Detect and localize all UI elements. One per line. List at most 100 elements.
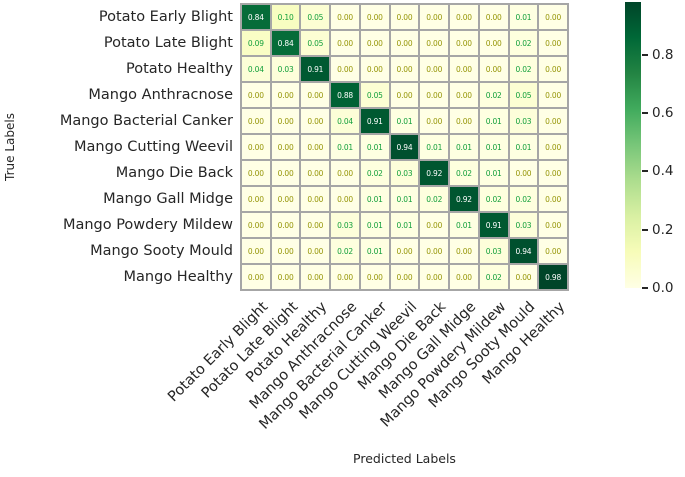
heatmap-cell: 0.00	[479, 31, 508, 55]
heatmap-cell: 0.00	[420, 239, 449, 263]
colorbar-tick-mark	[642, 111, 648, 114]
heatmap-cell: 0.00	[539, 213, 567, 237]
y-tick-label: Potato Healthy	[125, 61, 233, 77]
y-tick-label: Mango Gall Midge	[103, 191, 233, 207]
heatmap-cell: 0.03	[509, 109, 538, 133]
heatmap-cell: 0.00	[331, 187, 359, 211]
heatmap-cell: 0.01	[479, 135, 508, 159]
heatmap-cell: 0.00	[360, 57, 389, 81]
heatmap-cell: 0.00	[539, 161, 567, 185]
colorbar-tick-mark	[642, 287, 648, 289]
heatmap-cell: 0.00	[242, 109, 270, 133]
heatmap-cell: 0.02	[479, 265, 508, 289]
heatmap-cell: 0.00	[301, 135, 330, 159]
y-tick-label: Mango Sooty Mould	[90, 243, 233, 259]
colorbar	[625, 2, 641, 288]
heatmap-cell: 0.03	[390, 161, 419, 185]
heatmap-cell: 0.00	[450, 109, 478, 133]
heatmap-cell: 0.00	[420, 31, 449, 55]
colorbar-tick-mark	[642, 53, 648, 56]
heatmap-cell: 0.00	[450, 265, 478, 289]
heatmap-cell: 0.00	[509, 265, 538, 289]
heatmap-cell: 0.00	[242, 83, 270, 107]
heatmap-cell: 0.00	[242, 265, 270, 289]
heatmap-cell: 0.01	[450, 135, 478, 159]
heatmap-cell: 0.04	[242, 57, 270, 81]
heatmap-cell: 0.00	[539, 239, 567, 263]
heatmap-cell: 0.91	[479, 213, 508, 237]
colorbar-tick-label: 0.8	[652, 46, 674, 63]
heatmap-cell: 0.84	[271, 31, 300, 55]
heatmap-cell: 0.03	[271, 57, 300, 81]
colorbar-tick-mark	[642, 170, 648, 173]
heatmap-cell: 0.00	[331, 265, 359, 289]
heatmap-cell: 0.01	[450, 213, 478, 237]
colorbar-tick-label: 0.4	[652, 163, 674, 180]
heatmap-cell: 0.05	[509, 83, 538, 107]
colorbar-tick-label: 0.0	[652, 280, 674, 296]
heatmap-cell: 0.92	[420, 161, 449, 185]
heatmap-cell: 0.00	[301, 161, 330, 185]
y-tick-label: Mango Die Back	[115, 165, 233, 181]
heatmap-cell: 0.02	[331, 239, 359, 263]
heatmap-cell: 0.00	[331, 161, 359, 185]
heatmap-cell: 0.00	[390, 57, 419, 81]
heatmap-cell: 0.00	[271, 265, 300, 289]
heatmap-cell: 0.00	[390, 31, 419, 55]
y-tick-label: Mango Powdery Mildew	[62, 217, 233, 233]
heatmap-cell: 0.94	[390, 135, 419, 159]
heatmap-cell: 0.00	[539, 109, 567, 133]
heatmap-cell: 0.00	[301, 187, 330, 211]
heatmap-cell: 0.00	[420, 213, 449, 237]
heatmap-cell: 0.00	[331, 31, 359, 55]
heatmap-cell: 0.00	[301, 213, 330, 237]
colorbar-tick-mark	[642, 228, 648, 231]
heatmap-cell: 0.88	[331, 83, 359, 107]
heatmap-cell: 0.91	[301, 57, 330, 81]
heatmap-cell: 0.01	[420, 135, 449, 159]
heatmap-cell: 0.01	[360, 135, 389, 159]
heatmap-cell: 0.00	[539, 187, 567, 211]
heatmap-cell: 0.00	[271, 135, 300, 159]
heatmap-cell: 0.01	[331, 135, 359, 159]
heatmap-cell: 0.00	[509, 161, 538, 185]
heatmap-cell: 0.01	[360, 239, 389, 263]
y-tick-label: Potato Early Blight	[98, 9, 233, 25]
heatmap-cell: 0.84	[242, 5, 270, 29]
heatmap-cell: 0.00	[271, 109, 300, 133]
heatmap-cell: 0.00	[450, 239, 478, 263]
heatmap-cell: 0.02	[450, 161, 478, 185]
heatmap-cell: 0.01	[509, 5, 538, 29]
heatmap-cell: 0.00	[479, 57, 508, 81]
heatmap-cell: 0.01	[360, 213, 389, 237]
y-tick-label: Mango Cutting Weevil	[74, 139, 233, 155]
heatmap-cell: 0.00	[242, 161, 270, 185]
heatmap-cell: 0.01	[509, 135, 538, 159]
heatmap-cell: 0.00	[539, 135, 567, 159]
y-tick-label: Potato Late Blight	[103, 35, 233, 51]
heatmap-cell: 0.03	[479, 239, 508, 263]
heatmap-cell: 0.00	[301, 83, 330, 107]
heatmap-cell: 0.00	[420, 265, 449, 289]
heatmap-cell: 0.00	[539, 5, 567, 29]
heatmap-cell: 0.01	[390, 187, 419, 211]
heatmap-cell: 0.00	[420, 109, 449, 133]
heatmap-cell: 0.00	[360, 31, 389, 55]
heatmap-cell: 0.01	[390, 109, 419, 133]
heatmap-grid: 0.84 0.10 0.05 0.00 0.00 0.00 0.00 0.00 0.00 0.01…	[240, 3, 569, 291]
heatmap-cell: 0.00	[360, 265, 389, 289]
y-tick-label: Mango Healthy	[123, 269, 233, 285]
heatmap-cell: 0.00	[390, 83, 419, 107]
colorbar-tick-label: 0.2	[652, 221, 674, 238]
heatmap-cell: 0.00	[271, 239, 300, 263]
heatmap-cell: 0.00	[271, 161, 300, 185]
heatmap-cell: 0.02	[509, 57, 538, 81]
heatmap-cell: 0.00	[450, 31, 478, 55]
heatmap-cell: 0.00	[420, 83, 449, 107]
heatmap-cell: 0.05	[301, 5, 330, 29]
y-tick-label: Mango Bacterial Canker	[59, 113, 233, 129]
heatmap-cell: 0.10	[271, 5, 300, 29]
heatmap-cell: 0.00	[539, 83, 567, 107]
heatmap-cell: 0.00	[539, 31, 567, 55]
